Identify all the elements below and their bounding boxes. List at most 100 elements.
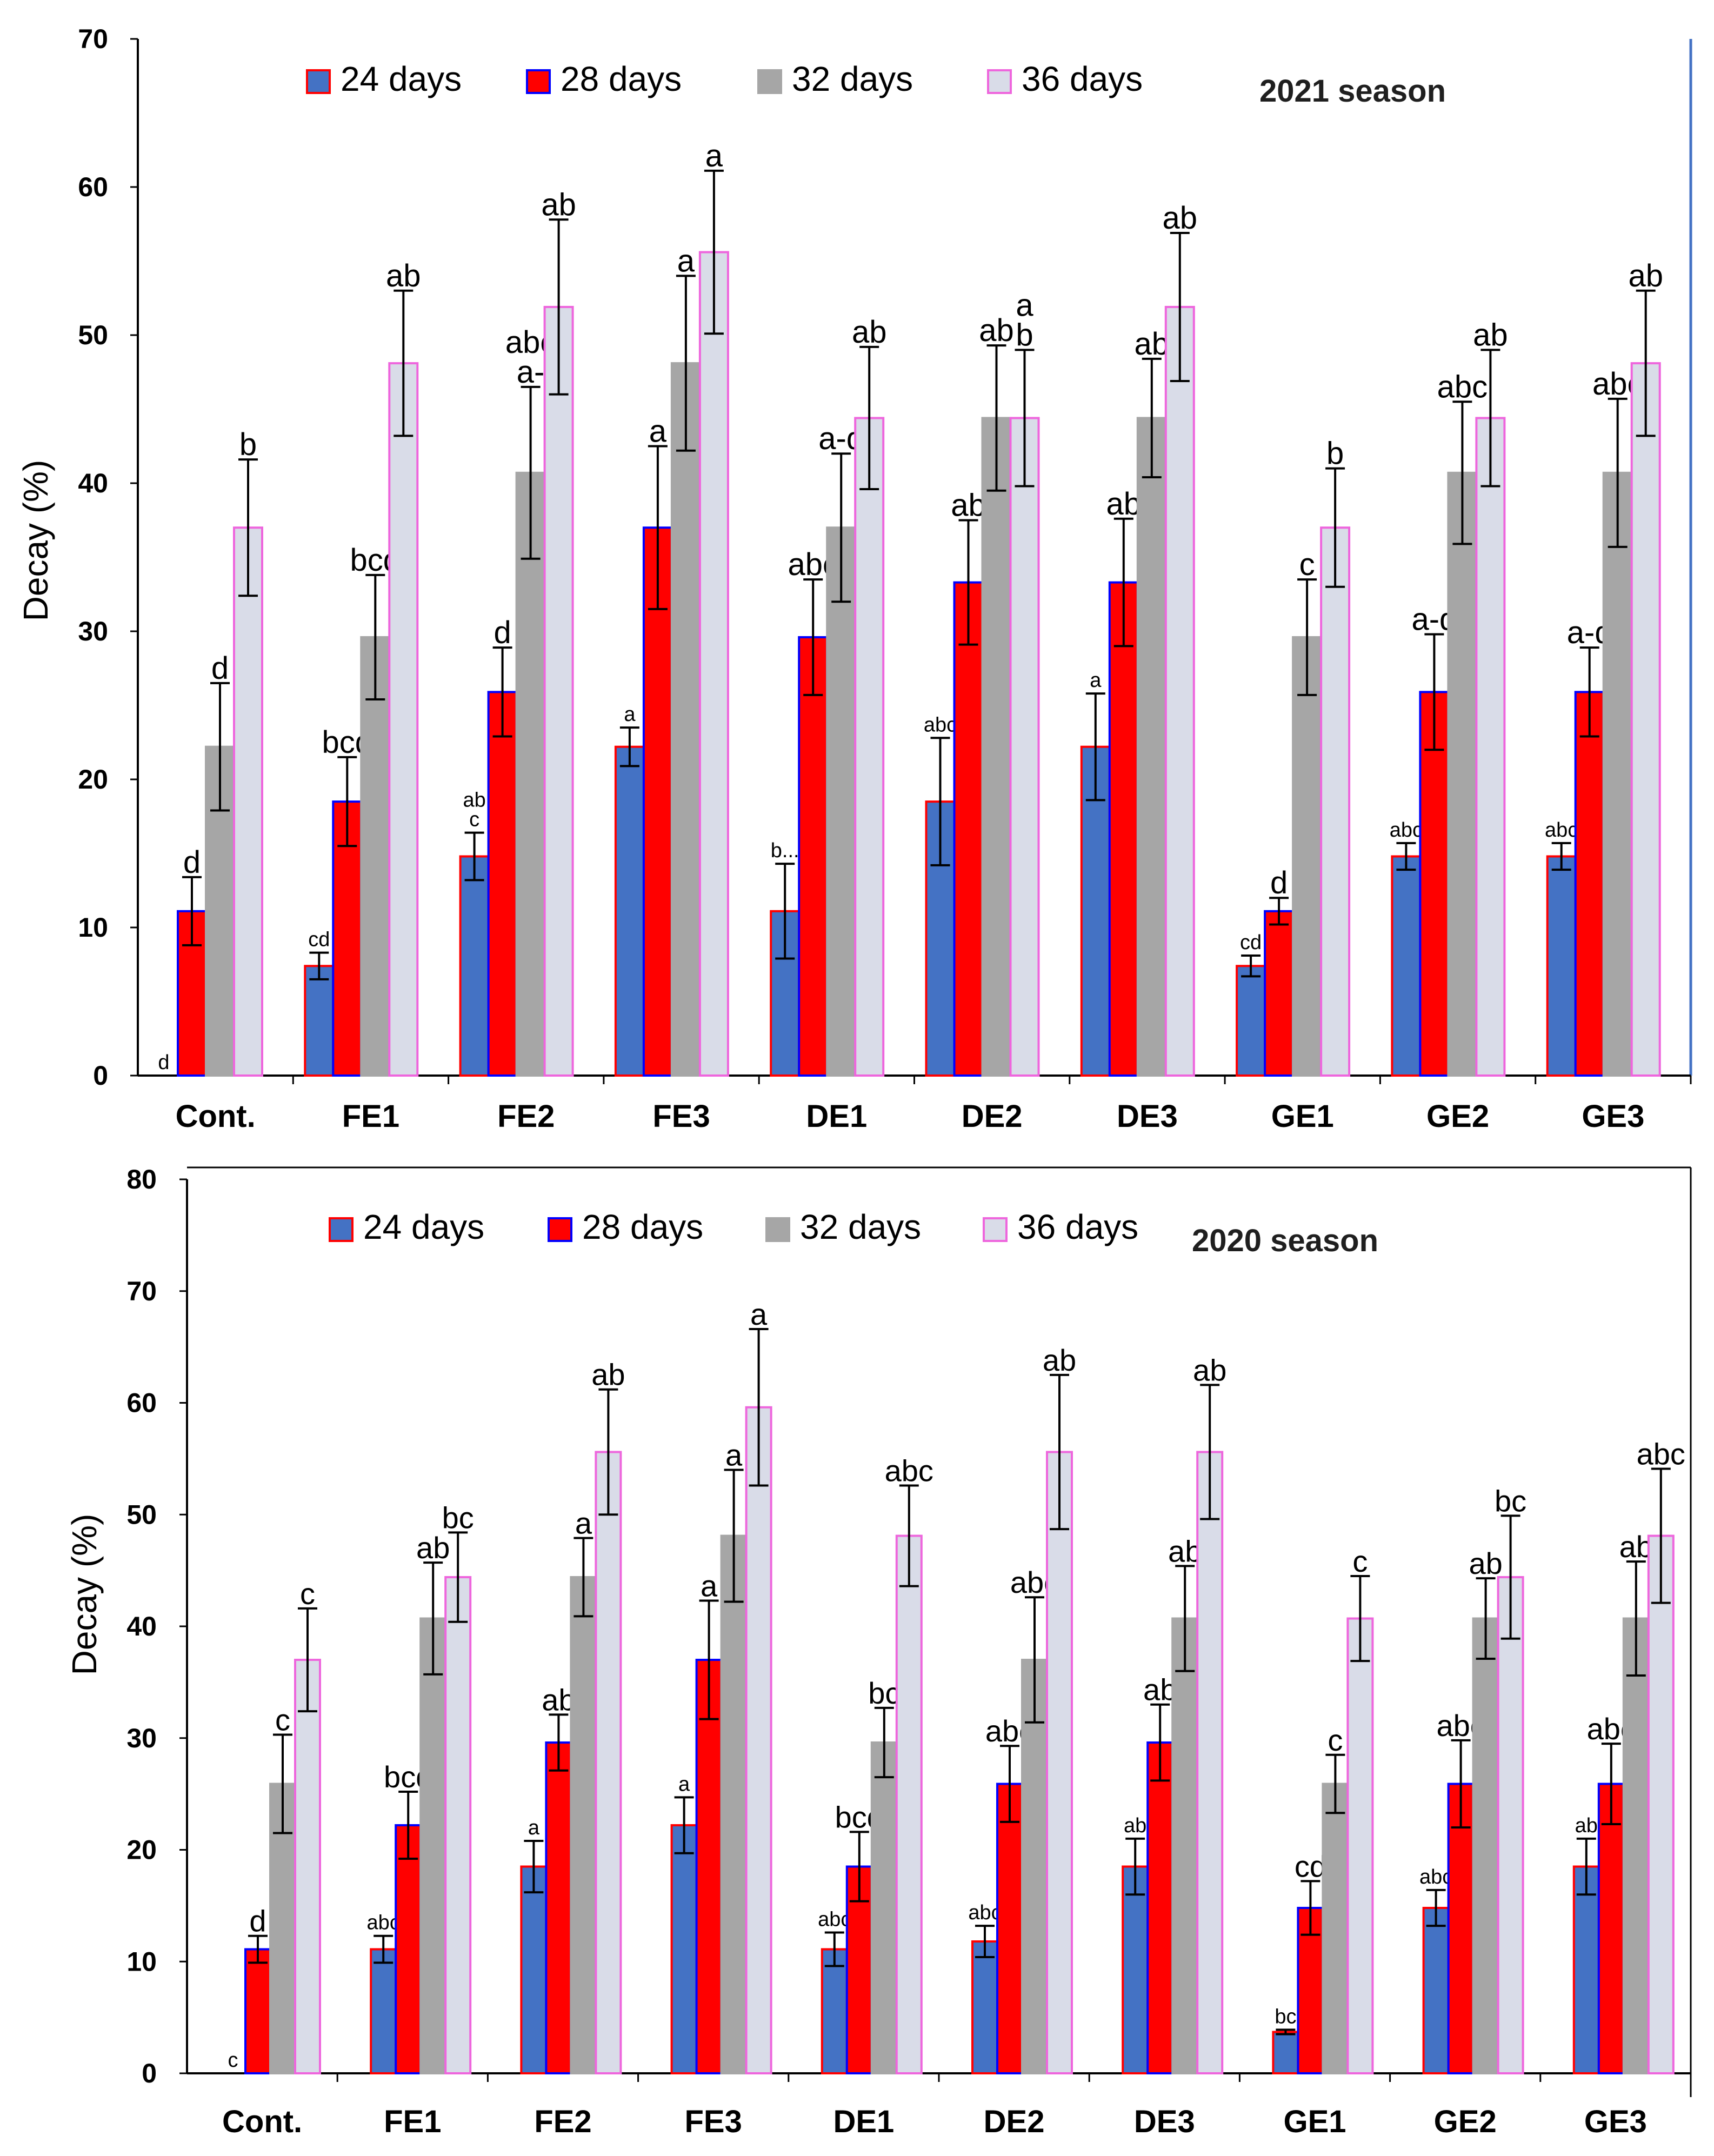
y-tick-label: 0 bbox=[93, 1060, 108, 1091]
significance-label: a bbox=[750, 1297, 768, 1331]
x-category-label: FE2 bbox=[497, 1099, 555, 1134]
bar bbox=[388, 362, 419, 1077]
x-category-label: FE1 bbox=[342, 1099, 399, 1134]
bar bbox=[695, 1659, 723, 2074]
x-category-label: DE2 bbox=[984, 2104, 1045, 2139]
bar bbox=[332, 800, 363, 1077]
legend-label: 28 days bbox=[561, 59, 682, 98]
bar bbox=[304, 965, 335, 1077]
legend-swatch bbox=[983, 1217, 1008, 1242]
chart-2020-ylabel: Decay (%) bbox=[65, 1514, 104, 1676]
bar bbox=[698, 251, 729, 1077]
legend-swatch bbox=[526, 69, 551, 94]
y-tick-label: 50 bbox=[126, 1499, 157, 1530]
significance-label: cd bbox=[1240, 931, 1262, 954]
bar bbox=[595, 1451, 622, 2074]
legend-label: 28 days bbox=[582, 1207, 703, 1246]
legend-label: 32 days bbox=[792, 59, 913, 98]
significance-label: b bbox=[239, 427, 257, 462]
significance-label: c bbox=[1299, 547, 1315, 582]
significance-label: ab bbox=[1168, 1534, 1202, 1568]
bar bbox=[1597, 1783, 1625, 2075]
significance-label: c bbox=[1328, 1723, 1343, 1757]
bar bbox=[1009, 417, 1040, 1077]
significance-label: ab bbox=[1575, 1814, 1598, 1837]
legend-swatch bbox=[757, 69, 782, 94]
significance-label: abc bbox=[367, 1912, 400, 1934]
significance-label: a bbox=[1016, 288, 1033, 323]
chart-2020-season: Decay (%) 2020 season 24 days 28 days 32 d… bbox=[65, 1164, 1692, 2139]
significance-label: c bbox=[275, 1703, 290, 1737]
x-category-label: GE1 bbox=[1271, 1099, 1334, 1134]
y-tick-label: 70 bbox=[78, 24, 108, 54]
significance-label: ab bbox=[1143, 1673, 1177, 1707]
bar bbox=[1391, 855, 1422, 1077]
significance-label: ab bbox=[852, 315, 887, 350]
bar bbox=[1602, 471, 1633, 1077]
bar bbox=[1630, 362, 1661, 1077]
legend-swatch bbox=[987, 69, 1012, 94]
significance-label: bc bbox=[1495, 1484, 1526, 1518]
significance-label: bc bbox=[1275, 2005, 1296, 2028]
y-tick-label: 30 bbox=[78, 616, 108, 646]
significance-label: abc bbox=[1637, 1437, 1685, 1471]
bar bbox=[1164, 305, 1195, 1077]
bar bbox=[614, 745, 645, 1077]
bar bbox=[1122, 1865, 1149, 2074]
significance-label: a bbox=[677, 243, 695, 278]
y-tick-label: 10 bbox=[126, 1946, 157, 1977]
significance-label: abc bbox=[924, 713, 957, 736]
significance-label: abc bbox=[1437, 369, 1488, 404]
significance-label: c bbox=[469, 809, 479, 831]
bar bbox=[1647, 1534, 1675, 2074]
x-category-label: DE2 bbox=[962, 1099, 1023, 1134]
significance-label: ab bbox=[416, 1531, 450, 1565]
significance-label: ab bbox=[1043, 1343, 1076, 1377]
significance-label: cd bbox=[1295, 1849, 1326, 1883]
bar bbox=[745, 1406, 772, 2074]
significance-label: ab bbox=[1473, 317, 1508, 352]
significance-label: ab bbox=[386, 258, 421, 293]
bar bbox=[1236, 965, 1266, 1077]
significance-label: c bbox=[300, 1577, 315, 1611]
bar bbox=[244, 1948, 271, 2075]
bar bbox=[981, 417, 1012, 1077]
significance-label: d bbox=[1270, 865, 1288, 900]
x-category-label: FE2 bbox=[534, 2104, 591, 2139]
y-tick-label: 30 bbox=[126, 1723, 157, 1753]
significance-label: abc bbox=[1419, 1866, 1452, 1888]
x-category-label: FE3 bbox=[685, 2104, 742, 2139]
bar bbox=[419, 1617, 447, 2075]
significance-label: a bbox=[649, 414, 667, 449]
chart-2020-title: 2020 season bbox=[1192, 1223, 1378, 1258]
significance-label: ab bbox=[1469, 1546, 1502, 1580]
significance-label: ab bbox=[1106, 486, 1142, 522]
bar bbox=[370, 1948, 397, 2075]
significance-label: ab bbox=[1163, 201, 1198, 236]
significance-label: ab bbox=[1619, 1530, 1653, 1564]
significance-label: ab bbox=[541, 187, 576, 222]
significance-label: abc bbox=[1545, 819, 1578, 842]
bar bbox=[1622, 1617, 1650, 2075]
significance-label: d bbox=[183, 845, 201, 880]
bar bbox=[545, 1741, 572, 2074]
bar bbox=[870, 1741, 898, 2074]
significance-label: c bbox=[1352, 1544, 1368, 1578]
legend-label: 24 days bbox=[363, 1207, 484, 1246]
legend-swatch bbox=[306, 69, 331, 94]
x-category-label: Cont. bbox=[222, 2104, 302, 2139]
y-tick-label: 40 bbox=[126, 1611, 157, 1641]
legend-label: 32 days bbox=[800, 1207, 921, 1246]
bar bbox=[233, 526, 263, 1077]
bar bbox=[1171, 1617, 1199, 2075]
significance-label: d bbox=[249, 1904, 266, 1938]
bar bbox=[1422, 1907, 1450, 2074]
bar bbox=[1146, 1741, 1174, 2074]
x-category-label: GE2 bbox=[1426, 1099, 1489, 1134]
bar bbox=[1574, 691, 1605, 1077]
significance-label: abc bbox=[1390, 819, 1423, 842]
significance-label: d bbox=[211, 651, 229, 686]
significance-label: a bbox=[678, 1773, 690, 1795]
y-tick-label: 20 bbox=[78, 764, 108, 795]
